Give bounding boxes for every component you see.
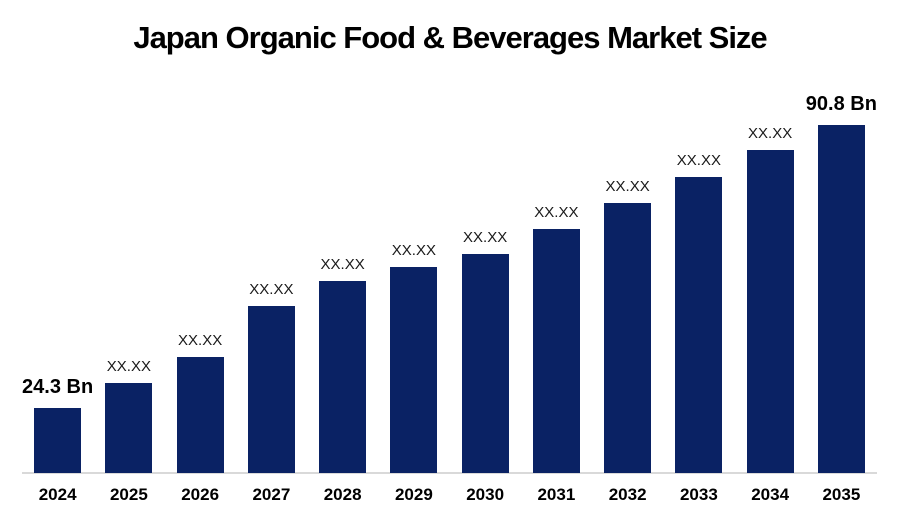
bar-2030 (461, 254, 509, 473)
bar-2033 (675, 177, 723, 473)
x-axis-label-2025: 2025 (109, 485, 148, 504)
value-label-2025: XX.XX (106, 358, 151, 375)
x-axis-label-2028: 2028 (323, 485, 362, 504)
chart-title: Japan Organic Food & Beverages Market Si… (133, 20, 767, 55)
value-label-2030: XX.XX (463, 229, 508, 246)
x-axis-label-2030: 2030 (466, 485, 505, 504)
x-axis-labels: 2024 2025 2026 2027 2028 2029 2030 2031 2032 2033… (22, 485, 877, 505)
bar-column-2026: XX.XX (165, 79, 236, 473)
value-label-2027: XX.XX (249, 281, 294, 298)
x-axis-label-2027: 2027 (252, 485, 291, 504)
bar-2035 (817, 125, 865, 473)
bar-column-2029: XX.XX (378, 79, 449, 473)
value-label-2034: XX.XX (748, 125, 793, 142)
x-axis-label-2035: 2035 (822, 485, 861, 504)
value-label-2035: 90.8 Bn (805, 93, 877, 115)
bar-2027 (247, 306, 295, 473)
bar-2028 (319, 281, 367, 473)
value-label-2024: 24.3 Bn (22, 376, 94, 398)
bar-column-2027: XX.XX (236, 79, 307, 473)
value-label-2032: XX.XX (605, 178, 650, 195)
bar-column-2032: XX.XX (592, 79, 663, 473)
x-axis-label-2026: 2026 (181, 485, 220, 504)
bar-2031 (532, 229, 580, 473)
value-label-2029: XX.XX (391, 242, 436, 259)
bar-column-2025: XX.XX (93, 79, 164, 473)
bar-column-2035: 90.8 Bn (806, 79, 877, 473)
bar-column-2028: XX.XX (307, 79, 378, 473)
bar-column-2030: XX.XX (450, 79, 521, 473)
x-axis-label-2024: 2024 (38, 485, 77, 504)
bar-2032 (604, 203, 652, 473)
x-axis-label-2031: 2031 (537, 485, 576, 504)
bar-2029 (390, 267, 438, 473)
x-axis-label-2034: 2034 (751, 485, 790, 504)
value-label-2033: XX.XX (676, 152, 721, 169)
x-axis-line (22, 472, 877, 474)
x-axis-label-2029: 2029 (394, 485, 433, 504)
value-label-2026: XX.XX (178, 332, 223, 349)
bar-column-2031: XX.XX (521, 79, 592, 473)
bar-2024 (34, 408, 82, 473)
x-axis-label-2032: 2032 (608, 485, 647, 504)
bar-column-2034: XX.XX (735, 79, 806, 473)
bar-column-2033: XX.XX (663, 79, 734, 473)
plot-area: 24.3 Bn XX.XX XX.XX XX.XX XX.XX XX.XX XX.XX XX.… (22, 79, 877, 473)
bar-column-2024: 24.3 Bn (22, 79, 93, 473)
value-label-2031: XX.XX (534, 204, 579, 221)
value-label-2028: XX.XX (320, 256, 365, 273)
bar-2025 (105, 383, 153, 473)
bar-2026 (176, 357, 224, 473)
bar-2034 (746, 150, 794, 473)
x-axis-label-2033: 2033 (679, 485, 718, 504)
